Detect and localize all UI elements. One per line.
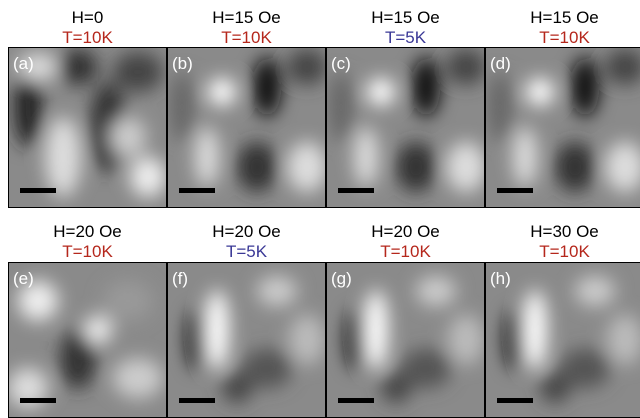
feature (84, 316, 112, 344)
feature (505, 310, 525, 370)
field-label: H=20 Oe (167, 222, 326, 242)
panel-label: (d) (490, 54, 511, 73)
mfm-image: (d) (485, 47, 640, 208)
feature (113, 358, 163, 398)
scale-bar (179, 398, 215, 403)
feature (446, 49, 485, 85)
field-label: H=0 (8, 8, 167, 28)
mfm-image: (g) (326, 262, 485, 418)
scale-bar (179, 188, 215, 193)
feature (195, 127, 219, 187)
feature (329, 72, 353, 142)
mfm-image: (f) (167, 262, 326, 418)
temperature-label: T=10K (485, 242, 640, 262)
feature (540, 373, 570, 403)
panel-label: (h) (490, 269, 511, 288)
feature (170, 72, 194, 142)
temperature-label: T=10K (8, 242, 167, 262)
mfm-image: (c) (326, 47, 485, 208)
field-label: H=15 Oe (167, 8, 326, 28)
panel-label: (e) (13, 269, 34, 288)
feature (187, 310, 207, 370)
field-label: H=30 Oe (485, 222, 640, 242)
feature (287, 49, 326, 85)
feature (575, 276, 615, 306)
feature (364, 290, 388, 370)
mfm-image: (a) (8, 47, 167, 208)
feature (110, 117, 146, 157)
feature (523, 290, 547, 370)
feature (412, 57, 440, 117)
panel-label: (g) (331, 269, 352, 288)
scale-bar (338, 398, 374, 403)
panel-label: (c) (331, 54, 351, 73)
feature (253, 57, 281, 117)
feature (208, 78, 236, 106)
scale-bar (497, 398, 533, 403)
feature (222, 373, 252, 403)
panel-label: (a) (13, 54, 34, 73)
feature (237, 142, 277, 192)
temperature-label: T=10K (326, 242, 485, 262)
feature (354, 127, 378, 187)
temperature-label: T=5K (326, 28, 485, 48)
feature (571, 57, 599, 117)
figure: H=0T=10K(a)H=15 OeT=10K(b)H=15 OeT=5K(c)… (0, 0, 640, 418)
feature (103, 281, 153, 321)
field-label: H=20 Oe (326, 222, 485, 242)
feature (416, 276, 456, 306)
temperature-label: T=10K (167, 28, 326, 48)
feature (396, 142, 436, 192)
mfm-image: (e) (8, 262, 167, 418)
scale-bar (497, 188, 533, 193)
feature (526, 78, 554, 106)
temperature-label: T=5K (167, 242, 326, 262)
feature (45, 117, 81, 197)
mfm-image: (h) (485, 262, 640, 418)
feature (381, 373, 411, 403)
feature (446, 142, 485, 192)
scale-bar (20, 188, 56, 193)
feature (346, 310, 366, 370)
field-label: H=20 Oe (8, 222, 167, 242)
feature (513, 127, 537, 187)
feature (287, 142, 326, 192)
temperature-label: T=10K (485, 28, 640, 48)
feature (289, 315, 325, 365)
feature (205, 290, 229, 370)
feature (130, 157, 166, 197)
feature (488, 72, 512, 142)
panel-label: (f) (172, 269, 188, 288)
scale-bar (338, 188, 374, 193)
feature (257, 276, 297, 306)
feature (58, 49, 98, 85)
temperature-label: T=10K (8, 28, 167, 48)
panel-label: (b) (172, 54, 193, 73)
feature (555, 142, 595, 192)
feature (367, 78, 395, 106)
mfm-image: (b) (167, 47, 326, 208)
feature (113, 52, 163, 92)
field-label: H=15 Oe (485, 8, 640, 28)
scale-bar (20, 398, 56, 403)
feature (448, 315, 484, 365)
field-label: H=15 Oe (326, 8, 485, 28)
